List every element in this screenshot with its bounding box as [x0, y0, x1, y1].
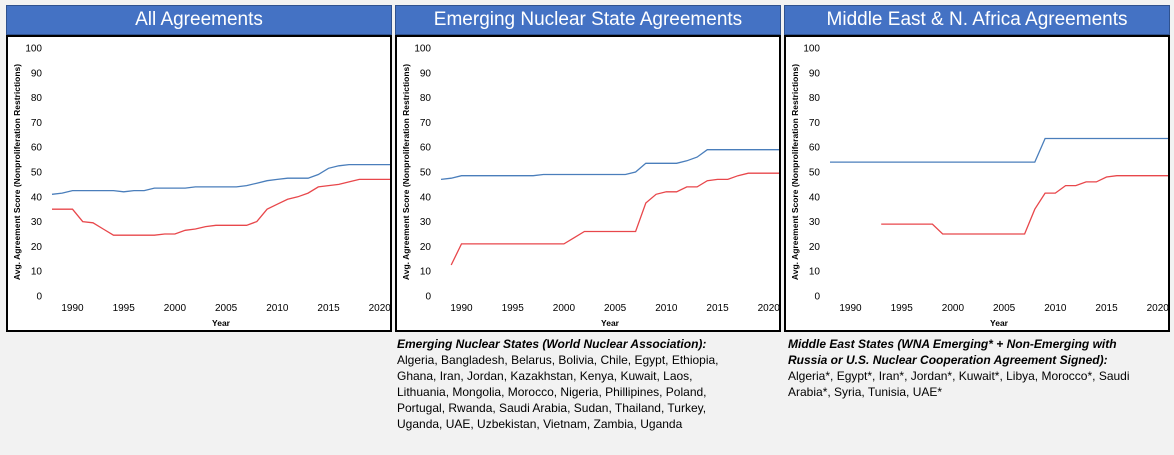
x-tick-label: 2015 — [1095, 303, 1118, 314]
note-body: Algeria*, Egypt*, Iran*, Jordan*, Kuwait… — [788, 369, 1130, 399]
y-tick-label: 0 — [425, 292, 431, 303]
x-tick-label: 1995 — [113, 303, 136, 314]
y-tick-label: 100 — [414, 44, 431, 55]
x-tick-label: 2010 — [1044, 303, 1067, 314]
note-body: Algeria, Bangladesh, Belarus, Bolivia, C… — [397, 353, 719, 431]
y-tick-label: 60 — [809, 143, 821, 154]
y-tick-label: 40 — [809, 192, 821, 203]
x-tick-label: 1990 — [450, 303, 473, 314]
series-line-2 — [52, 178, 390, 236]
y-tick-label: 0 — [814, 292, 820, 303]
x-tick-label: 1990 — [839, 303, 862, 314]
x-tick-label: 2020 — [1147, 303, 1170, 314]
y-tick-label: 100 — [803, 44, 820, 55]
x-tick-label: 2010 — [266, 303, 289, 314]
y-tick-label: 90 — [31, 68, 43, 79]
y-axis-title: Avg. Agreement Score (Nonproliferation R… — [790, 64, 800, 280]
y-axis-title: Avg. Agreement Score (Nonproliferation R… — [401, 64, 411, 280]
x-axis-title: Year — [212, 318, 231, 328]
x-tick-label: 2000 — [553, 303, 576, 314]
note-heading: Emerging Nuclear States (World Nuclear A… — [397, 337, 707, 351]
y-tick-label: 20 — [420, 242, 432, 253]
emerging-states-note: Emerging Nuclear States (World Nuclear A… — [397, 336, 732, 432]
y-tick-label: 70 — [420, 118, 432, 129]
x-axis-title: Year — [601, 318, 620, 328]
y-tick-label: 70 — [31, 118, 43, 129]
series-line-1 — [830, 137, 1168, 163]
x-tick-label: 2010 — [655, 303, 678, 314]
chart-area: 0 10 20 30 40 50 60 70 80 90 100 1990 1995 2000 2005 20… — [395, 35, 781, 332]
y-tick-label: 100 — [25, 44, 42, 55]
line-chart: 0 10 20 30 40 50 60 70 80 90 100 1990 1995 2000 2005 20… — [790, 44, 1170, 329]
x-tick-label: 1990 — [61, 303, 84, 314]
y-tick-label: 80 — [31, 93, 43, 104]
y-axis-title: Avg. Agreement Score (Nonproliferation R… — [12, 64, 22, 280]
middle-east-states-note: Middle East States (WNA Emerging* + Non-… — [788, 336, 1133, 400]
y-tick-label: 10 — [31, 267, 43, 278]
y-tick-label: 50 — [420, 168, 432, 179]
chart-panel-all: All Agreements 0 10 20 30 40 50 60 70 80 90 100 199… — [6, 5, 392, 332]
panel-title: Middle East & N. Africa Agreements — [784, 5, 1170, 35]
chart-panel-mena: Middle East & N. Africa Agreements 0 10 20… — [784, 5, 1170, 332]
x-tick-label: 2005 — [215, 303, 238, 314]
y-tick-label: 10 — [420, 267, 432, 278]
y-tick-label: 80 — [420, 93, 432, 104]
x-tick-label: 2000 — [942, 303, 965, 314]
y-tick-label: 20 — [809, 242, 821, 253]
x-tick-label: 2020 — [758, 303, 781, 314]
y-tick-label: 20 — [31, 242, 43, 253]
note-heading: Middle East States (WNA Emerging* + Non-… — [788, 337, 1117, 367]
y-tick-label: 60 — [420, 143, 432, 154]
panel-title: All Agreements — [6, 5, 392, 35]
series-line-2 — [881, 175, 1168, 235]
x-tick-label: 2005 — [604, 303, 627, 314]
y-tick-label: 30 — [809, 217, 821, 228]
line-chart: 0 10 20 30 40 50 60 70 80 90 100 1990 1995 2000 2005 20… — [401, 44, 781, 329]
y-tick-label: 30 — [31, 217, 43, 228]
panel-title: Emerging Nuclear State Agreements — [395, 5, 781, 35]
x-tick-label: 1995 — [891, 303, 914, 314]
y-tick-label: 80 — [809, 93, 821, 104]
x-tick-label: 2015 — [317, 303, 340, 314]
x-tick-label: 2015 — [706, 303, 729, 314]
series-line-1 — [440, 149, 779, 181]
y-tick-label: 70 — [809, 118, 821, 129]
y-tick-label: 50 — [31, 168, 43, 179]
x-tick-label: 2020 — [369, 303, 392, 314]
chart-area: 0 10 20 30 40 50 60 70 80 90 100 1990 1995 2000 2005 20… — [6, 35, 392, 332]
y-tick-label: 90 — [809, 68, 821, 79]
y-tick-label: 30 — [420, 217, 432, 228]
x-tick-label: 2005 — [993, 303, 1016, 314]
series-line-1 — [51, 163, 390, 195]
x-tick-label: 2000 — [164, 303, 187, 314]
y-tick-label: 60 — [31, 143, 43, 154]
chart-area: 0 10 20 30 40 50 60 70 80 90 100 1990 1995 2000 2005 20… — [784, 35, 1170, 332]
y-tick-label: 10 — [809, 267, 821, 278]
y-tick-label: 0 — [36, 292, 42, 303]
y-tick-label: 40 — [31, 192, 43, 203]
series-line-2 — [450, 172, 779, 266]
y-tick-label: 90 — [420, 68, 432, 79]
chart-panel-emerging: Emerging Nuclear State Agreements 0 10 20 3… — [395, 5, 781, 332]
line-chart: 0 10 20 30 40 50 60 70 80 90 100 1990 1995 2000 2005 20… — [12, 44, 392, 329]
y-tick-label: 40 — [420, 192, 432, 203]
x-axis-title: Year — [990, 318, 1009, 328]
y-tick-label: 50 — [809, 168, 821, 179]
x-tick-label: 1995 — [502, 303, 525, 314]
